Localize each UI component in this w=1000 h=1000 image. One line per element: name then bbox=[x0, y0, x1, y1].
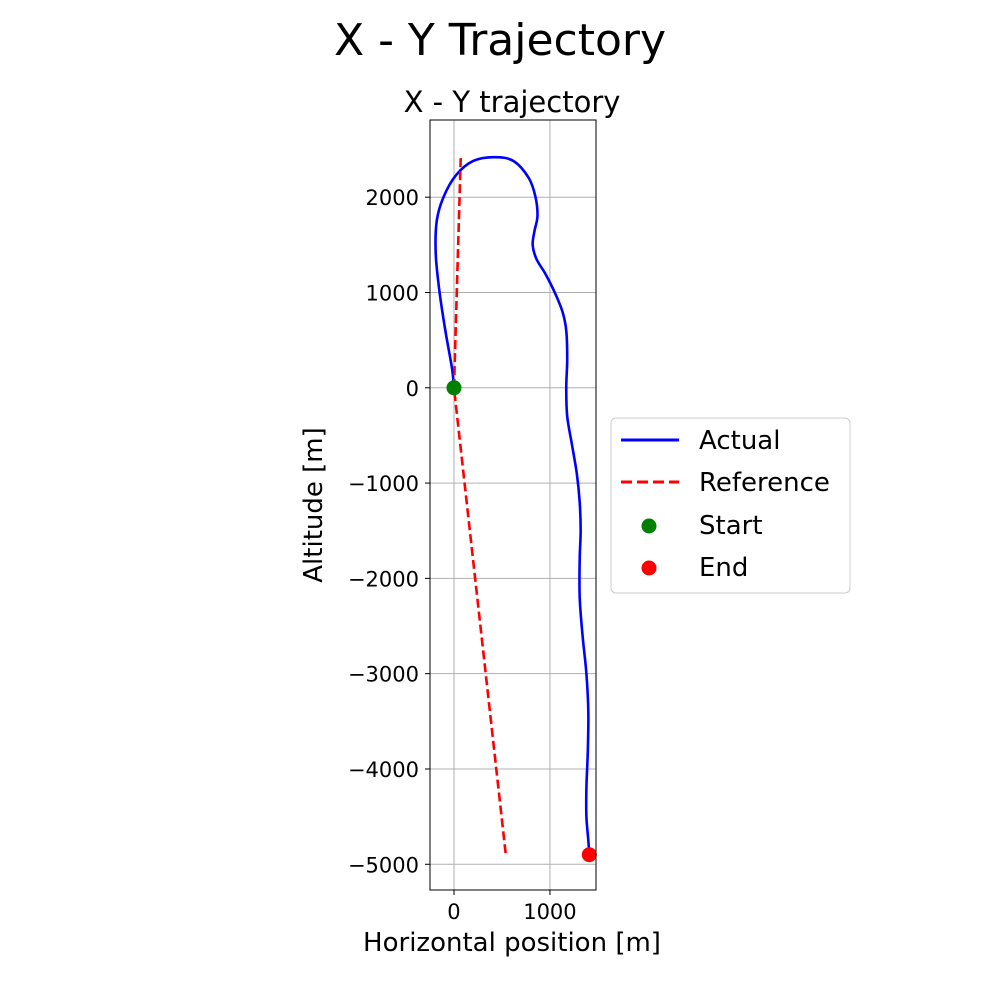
y-tick-label: −3000 bbox=[348, 663, 419, 687]
series-actual-line bbox=[434, 155, 591, 855]
x-axis-ticks: 0 1000 bbox=[447, 890, 577, 924]
axes-frame bbox=[429, 119, 597, 891]
figure-suptitle: X - Y Trajectory bbox=[334, 15, 666, 66]
x-tick-label: 0 bbox=[447, 900, 460, 924]
legend-start-swatch bbox=[641, 518, 657, 534]
legend: Actual Reference Start End bbox=[610, 417, 851, 594]
y-tick-label: −4000 bbox=[348, 758, 419, 782]
y-tick-label: −2000 bbox=[348, 567, 419, 591]
end-marker bbox=[581, 847, 597, 863]
x-axis-label: Horizontal position [m] bbox=[363, 928, 661, 958]
legend-start-label: Start bbox=[699, 511, 763, 541]
legend-actual-label: Actual bbox=[699, 426, 780, 456]
legend-frame bbox=[610, 417, 851, 594]
y-tick-label: −5000 bbox=[348, 853, 419, 877]
y-axis-ticks: 2000 1000 0 −1000 −2000 −3000 −4000 −5000 bbox=[348, 186, 430, 877]
start-marker bbox=[446, 380, 462, 396]
grid-lines bbox=[430, 120, 596, 890]
y-tick-label: −1000 bbox=[348, 472, 419, 496]
legend-end-label: End bbox=[699, 553, 748, 583]
y-tick-label: 0 bbox=[406, 377, 419, 401]
y-tick-label: 2000 bbox=[366, 186, 419, 210]
y-axis-label: Altitude [m] bbox=[299, 427, 329, 582]
y-tick-label: 1000 bbox=[366, 281, 419, 305]
legend-end-swatch bbox=[641, 560, 657, 576]
legend-reference-label: Reference bbox=[699, 468, 830, 498]
axes-title: X - Y trajectory bbox=[404, 85, 621, 119]
marker-layer bbox=[446, 380, 597, 863]
x-tick-label: 1000 bbox=[523, 900, 576, 924]
